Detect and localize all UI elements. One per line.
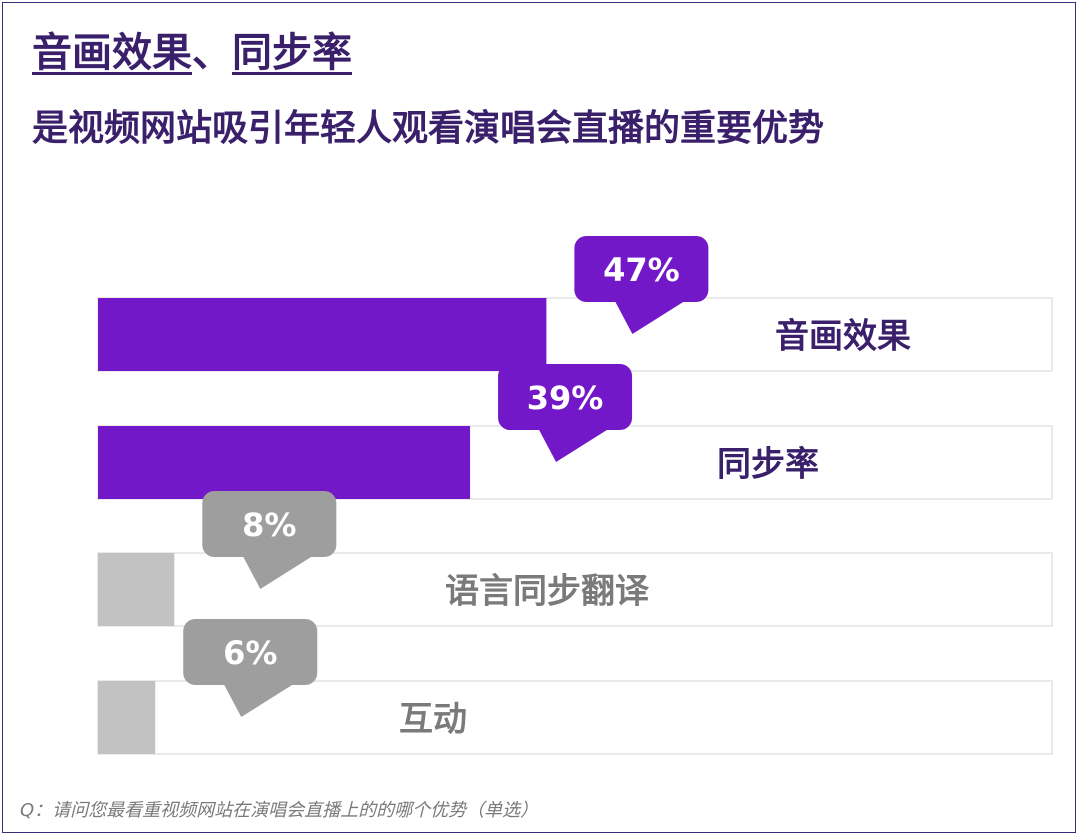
value-bubble — [574, 236, 709, 302]
category-label: 互动 — [399, 700, 467, 740]
value-bubble-tail — [242, 555, 315, 589]
value-bubble — [202, 491, 337, 557]
category-label: 语言同步翻译 — [445, 572, 650, 612]
category-label: 同步率 — [717, 445, 819, 485]
bar — [98, 553, 175, 626]
value-bubble — [183, 619, 318, 685]
value-bubble-tail — [538, 428, 611, 462]
chart-title-line2: 是视频网站吸引年轻人观看演唱会直播的重要优势 — [32, 108, 825, 149]
chart-title-line1: 音画效果、同步率 — [32, 28, 352, 78]
value-bubble-tail — [614, 300, 687, 334]
title-part1: 音画效果 — [32, 30, 192, 76]
title-separator: 、 — [192, 30, 232, 76]
title-part2: 同步率 — [232, 30, 352, 76]
value-bubble-tail — [223, 683, 296, 717]
category-label: 音画效果 — [775, 317, 911, 357]
bar — [98, 681, 156, 754]
value-label: 47% — [603, 251, 680, 289]
value-label: 8% — [242, 506, 296, 544]
bar — [98, 298, 547, 371]
value-label: 39% — [527, 379, 604, 417]
value-bubble — [498, 364, 633, 430]
bar — [98, 426, 471, 499]
survey-question: Q：请问您最看重视频网站在演唱会直播上的的哪个优势（单选） — [20, 800, 539, 821]
value-label: 6% — [223, 634, 277, 672]
